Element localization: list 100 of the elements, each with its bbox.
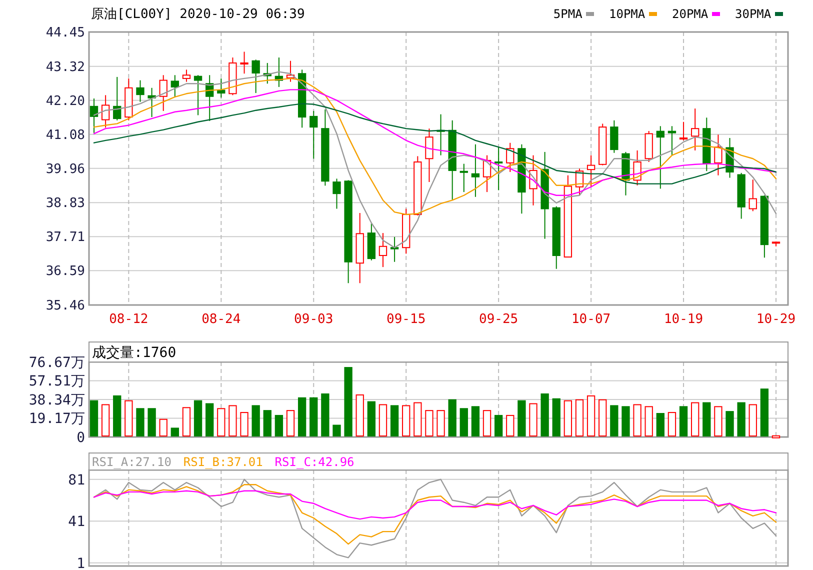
bar: [460, 408, 468, 436]
candlestick: [460, 163, 468, 193]
text: RSI_C:42.96: [274, 455, 354, 469]
bar: [564, 400, 572, 436]
candlestick: [679, 121, 688, 141]
candlestick: [494, 146, 503, 191]
bar: [182, 407, 191, 436]
candlestick: [471, 144, 480, 198]
bar: [206, 403, 214, 436]
bar: [436, 410, 445, 436]
candlestick: [90, 98, 98, 134]
candlestick: [586, 154, 596, 188]
bar: [194, 400, 202, 436]
bar: [136, 408, 144, 436]
candlestick: [378, 232, 388, 268]
bar: [170, 428, 179, 436]
bar: [714, 406, 722, 436]
candlestick: [159, 74, 168, 112]
bar: [298, 397, 306, 436]
line-series: [93, 478, 777, 558]
candlestick: [656, 126, 664, 190]
candlestick: [136, 80, 144, 102]
candlestick: [332, 178, 341, 210]
y-tick-label: 42.20: [46, 94, 85, 109]
bar: [529, 403, 538, 436]
bar: [113, 395, 122, 436]
candlestick: [668, 126, 676, 156]
y-tick-label: 36.59: [46, 264, 85, 280]
x-tick-label: 10-29: [756, 312, 796, 327]
y-tick-label: 41.08: [46, 128, 85, 143]
bar: [356, 394, 364, 436]
x-tick-label: 08-12: [109, 312, 148, 327]
bar: [274, 414, 284, 436]
bar: [679, 406, 688, 436]
y-tick-label: 76.67万: [28, 354, 85, 371]
series-label: RSI_A:27.10: [92, 455, 172, 469]
line-series: [93, 484, 777, 545]
bar: [540, 393, 549, 436]
bar: [760, 388, 769, 436]
candlestick: [240, 51, 248, 74]
bar: [286, 410, 295, 436]
bar: [586, 395, 596, 436]
y-tick-label: 37.71: [46, 230, 85, 246]
x-tick-label: 10-19: [664, 312, 704, 327]
bar: [702, 402, 711, 436]
candlestick: [714, 134, 722, 176]
bar: [217, 408, 226, 436]
x-tick-label: 09-25: [479, 312, 518, 327]
bar: [471, 406, 480, 436]
y-tick-label: 35.46: [46, 298, 85, 314]
candlestick: [506, 142, 514, 172]
bar: [332, 424, 341, 436]
bar: [506, 414, 514, 436]
bar: [448, 399, 456, 436]
x-tick-label: 10-07: [571, 312, 611, 327]
line-series: [93, 490, 777, 520]
candlestick: [691, 108, 700, 151]
series-label: RSI_B:37.01: [183, 455, 263, 469]
legend-label: 5PMA: [553, 7, 584, 21]
bar: [726, 411, 734, 436]
bar: [390, 405, 399, 436]
y-tick-label: 39.96: [46, 162, 85, 177]
bar: [610, 405, 618, 436]
bar: [240, 412, 248, 436]
bar: [598, 399, 607, 436]
y-tick-label: 81: [68, 472, 85, 488]
chart-title: 原油[CL00Y] 2020-10-29 06:39: [91, 7, 305, 22]
bar: [494, 414, 503, 436]
x-tick-label: 08-24: [202, 312, 241, 327]
bar: [159, 418, 168, 436]
legend-label: 10PMA: [609, 7, 646, 21]
bar: [101, 404, 110, 436]
y-tick-label: 41: [68, 514, 85, 530]
bar: [414, 402, 422, 436]
y-tick-label: 0: [76, 430, 85, 446]
candlestick: [170, 74, 179, 98]
bar: [425, 410, 434, 436]
y-tick-label: 1: [76, 556, 85, 570]
bar: [518, 400, 526, 436]
candlestick: [425, 128, 434, 183]
bar: [228, 405, 237, 436]
y-tick-label: 44.45: [46, 26, 85, 41]
y-tick-label: 38.34万: [28, 392, 85, 408]
legend-label: 30PMA: [735, 7, 772, 21]
x-tick-label: 09-03: [294, 312, 334, 327]
bar: [344, 367, 352, 436]
y-tick-label: 43.32: [46, 60, 85, 75]
bar: [402, 405, 410, 436]
bar: [668, 412, 676, 436]
bar: [378, 404, 388, 436]
candlestick: [194, 74, 202, 116]
chart-title: 成交量:1760: [92, 345, 176, 361]
bar: [263, 410, 272, 436]
candlestick: [390, 236, 399, 262]
candlestick: [252, 59, 260, 94]
candlestick: [182, 69, 191, 82]
bar: [656, 413, 664, 436]
y-tick-label: 38.83: [46, 196, 85, 212]
bar: [644, 406, 653, 436]
y-tick-label: 19.17万: [28, 411, 85, 428]
